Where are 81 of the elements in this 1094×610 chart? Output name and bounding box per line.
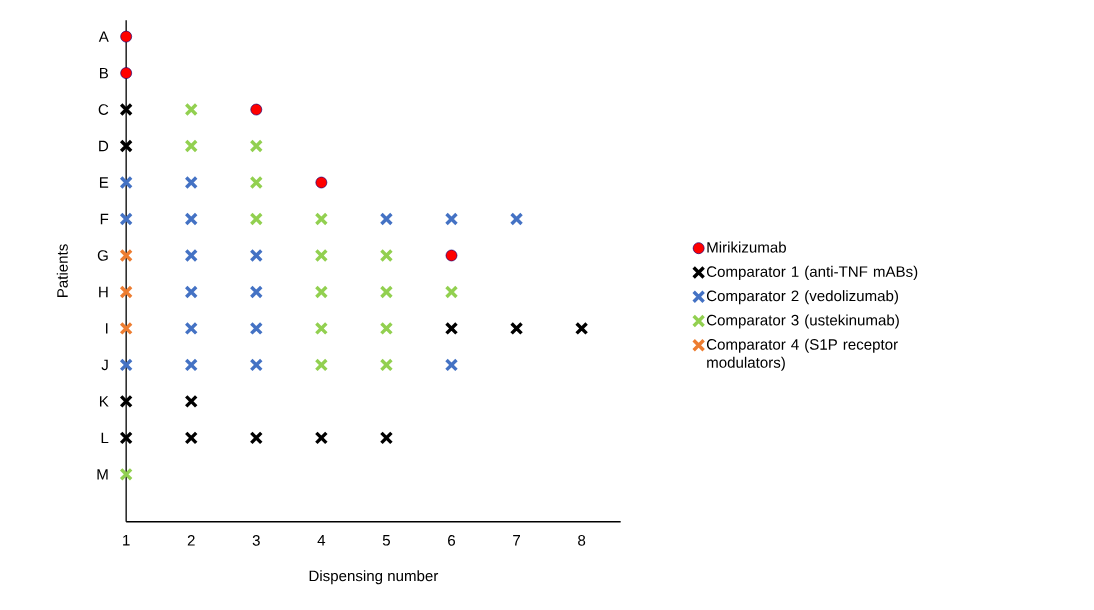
point bbox=[119, 212, 133, 226]
point bbox=[119, 394, 133, 409]
point bbox=[250, 103, 263, 116]
y-tick-label: B bbox=[99, 68, 109, 79]
legend-label: Comparator 4 (S1P receptor modulators) bbox=[706, 338, 898, 372]
point bbox=[379, 249, 394, 263]
point bbox=[119, 321, 133, 336]
x-tick-label: 2 bbox=[187, 535, 195, 546]
y-tick-label: I bbox=[106, 323, 108, 334]
point bbox=[184, 394, 198, 409]
point bbox=[314, 321, 329, 336]
point bbox=[184, 431, 198, 445]
point bbox=[509, 321, 524, 336]
point bbox=[314, 358, 329, 372]
point bbox=[119, 431, 133, 445]
point bbox=[444, 358, 459, 372]
point bbox=[249, 285, 263, 299]
x-tick-label: 4 bbox=[317, 535, 326, 546]
point bbox=[444, 321, 459, 336]
point bbox=[379, 285, 394, 299]
point bbox=[379, 431, 394, 445]
point bbox=[314, 249, 329, 263]
x-tick-label: 8 bbox=[578, 535, 586, 546]
point bbox=[314, 285, 329, 299]
y-tick-label: G bbox=[97, 250, 108, 262]
point bbox=[120, 67, 132, 80]
point bbox=[314, 431, 329, 445]
point bbox=[119, 103, 133, 117]
point bbox=[444, 212, 459, 226]
legend-label: Comparator 1 (anti-TNF mABs) bbox=[706, 266, 918, 281]
y-tick-label: H bbox=[99, 286, 108, 298]
point bbox=[119, 285, 133, 299]
point bbox=[119, 467, 133, 482]
x-axis-title: Dispensing number bbox=[309, 570, 439, 585]
point bbox=[184, 285, 198, 299]
point bbox=[119, 249, 133, 263]
y-tick-label: J bbox=[101, 359, 108, 371]
point bbox=[184, 249, 198, 263]
y-tick-label: F bbox=[100, 214, 109, 225]
point bbox=[120, 30, 132, 43]
point bbox=[119, 139, 133, 153]
legend-label: Comparator 3 (ustekinumab) bbox=[706, 314, 899, 329]
point bbox=[574, 321, 589, 336]
point bbox=[184, 103, 198, 117]
point bbox=[249, 249, 263, 263]
point bbox=[249, 212, 263, 226]
point bbox=[509, 212, 524, 226]
point bbox=[314, 212, 329, 226]
point bbox=[184, 358, 198, 372]
y-tick-label: A bbox=[98, 31, 109, 43]
y-tick-label: K bbox=[99, 396, 109, 407]
point bbox=[184, 176, 198, 190]
y-tick-label: E bbox=[99, 177, 109, 188]
y-tick-label: C bbox=[98, 104, 109, 116]
x-tick-label: 5 bbox=[382, 535, 390, 546]
point bbox=[315, 176, 328, 189]
point bbox=[379, 321, 394, 336]
y-tick-label: D bbox=[99, 141, 109, 152]
point bbox=[249, 321, 263, 336]
point bbox=[249, 139, 263, 153]
x-tick-label: 3 bbox=[252, 535, 260, 546]
point bbox=[249, 176, 263, 190]
point bbox=[249, 358, 263, 372]
legend-label: Comparator 2 (vedolizumab) bbox=[706, 290, 898, 305]
legend-label: Mirikizumab bbox=[707, 241, 786, 253]
y-axis-title: Patients bbox=[56, 244, 68, 298]
point bbox=[445, 249, 458, 262]
x-tick-label: 1 bbox=[123, 535, 130, 546]
y-tick-label: L bbox=[101, 432, 109, 444]
point bbox=[184, 321, 198, 336]
point bbox=[249, 431, 263, 445]
point bbox=[184, 212, 198, 226]
point bbox=[379, 358, 394, 372]
x-tick-label: 6 bbox=[448, 535, 456, 546]
x-tick-label: 7 bbox=[513, 535, 520, 546]
point bbox=[444, 285, 459, 299]
point bbox=[379, 212, 394, 226]
point bbox=[184, 139, 198, 153]
y-tick-label: M bbox=[97, 469, 108, 480]
point bbox=[119, 358, 133, 372]
point bbox=[119, 176, 133, 190]
